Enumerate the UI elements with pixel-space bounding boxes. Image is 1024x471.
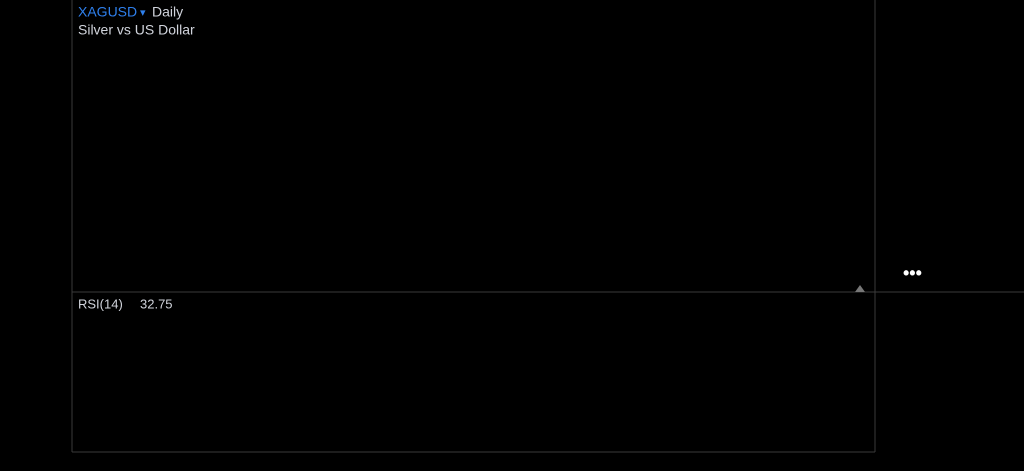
interval[interactable]: Daily bbox=[152, 4, 183, 20]
scroll-marker[interactable] bbox=[855, 285, 865, 292]
symbol[interactable]: XAGUSD bbox=[78, 4, 137, 20]
subtitle: Silver vs US Dollar bbox=[78, 22, 195, 38]
rsi-title: RSI(14) bbox=[78, 296, 123, 311]
more-button[interactable]: ••• bbox=[903, 263, 922, 283]
symbol-dropdown[interactable]: ▾ bbox=[140, 7, 146, 19]
rsi-value: 32.75 bbox=[140, 296, 173, 311]
